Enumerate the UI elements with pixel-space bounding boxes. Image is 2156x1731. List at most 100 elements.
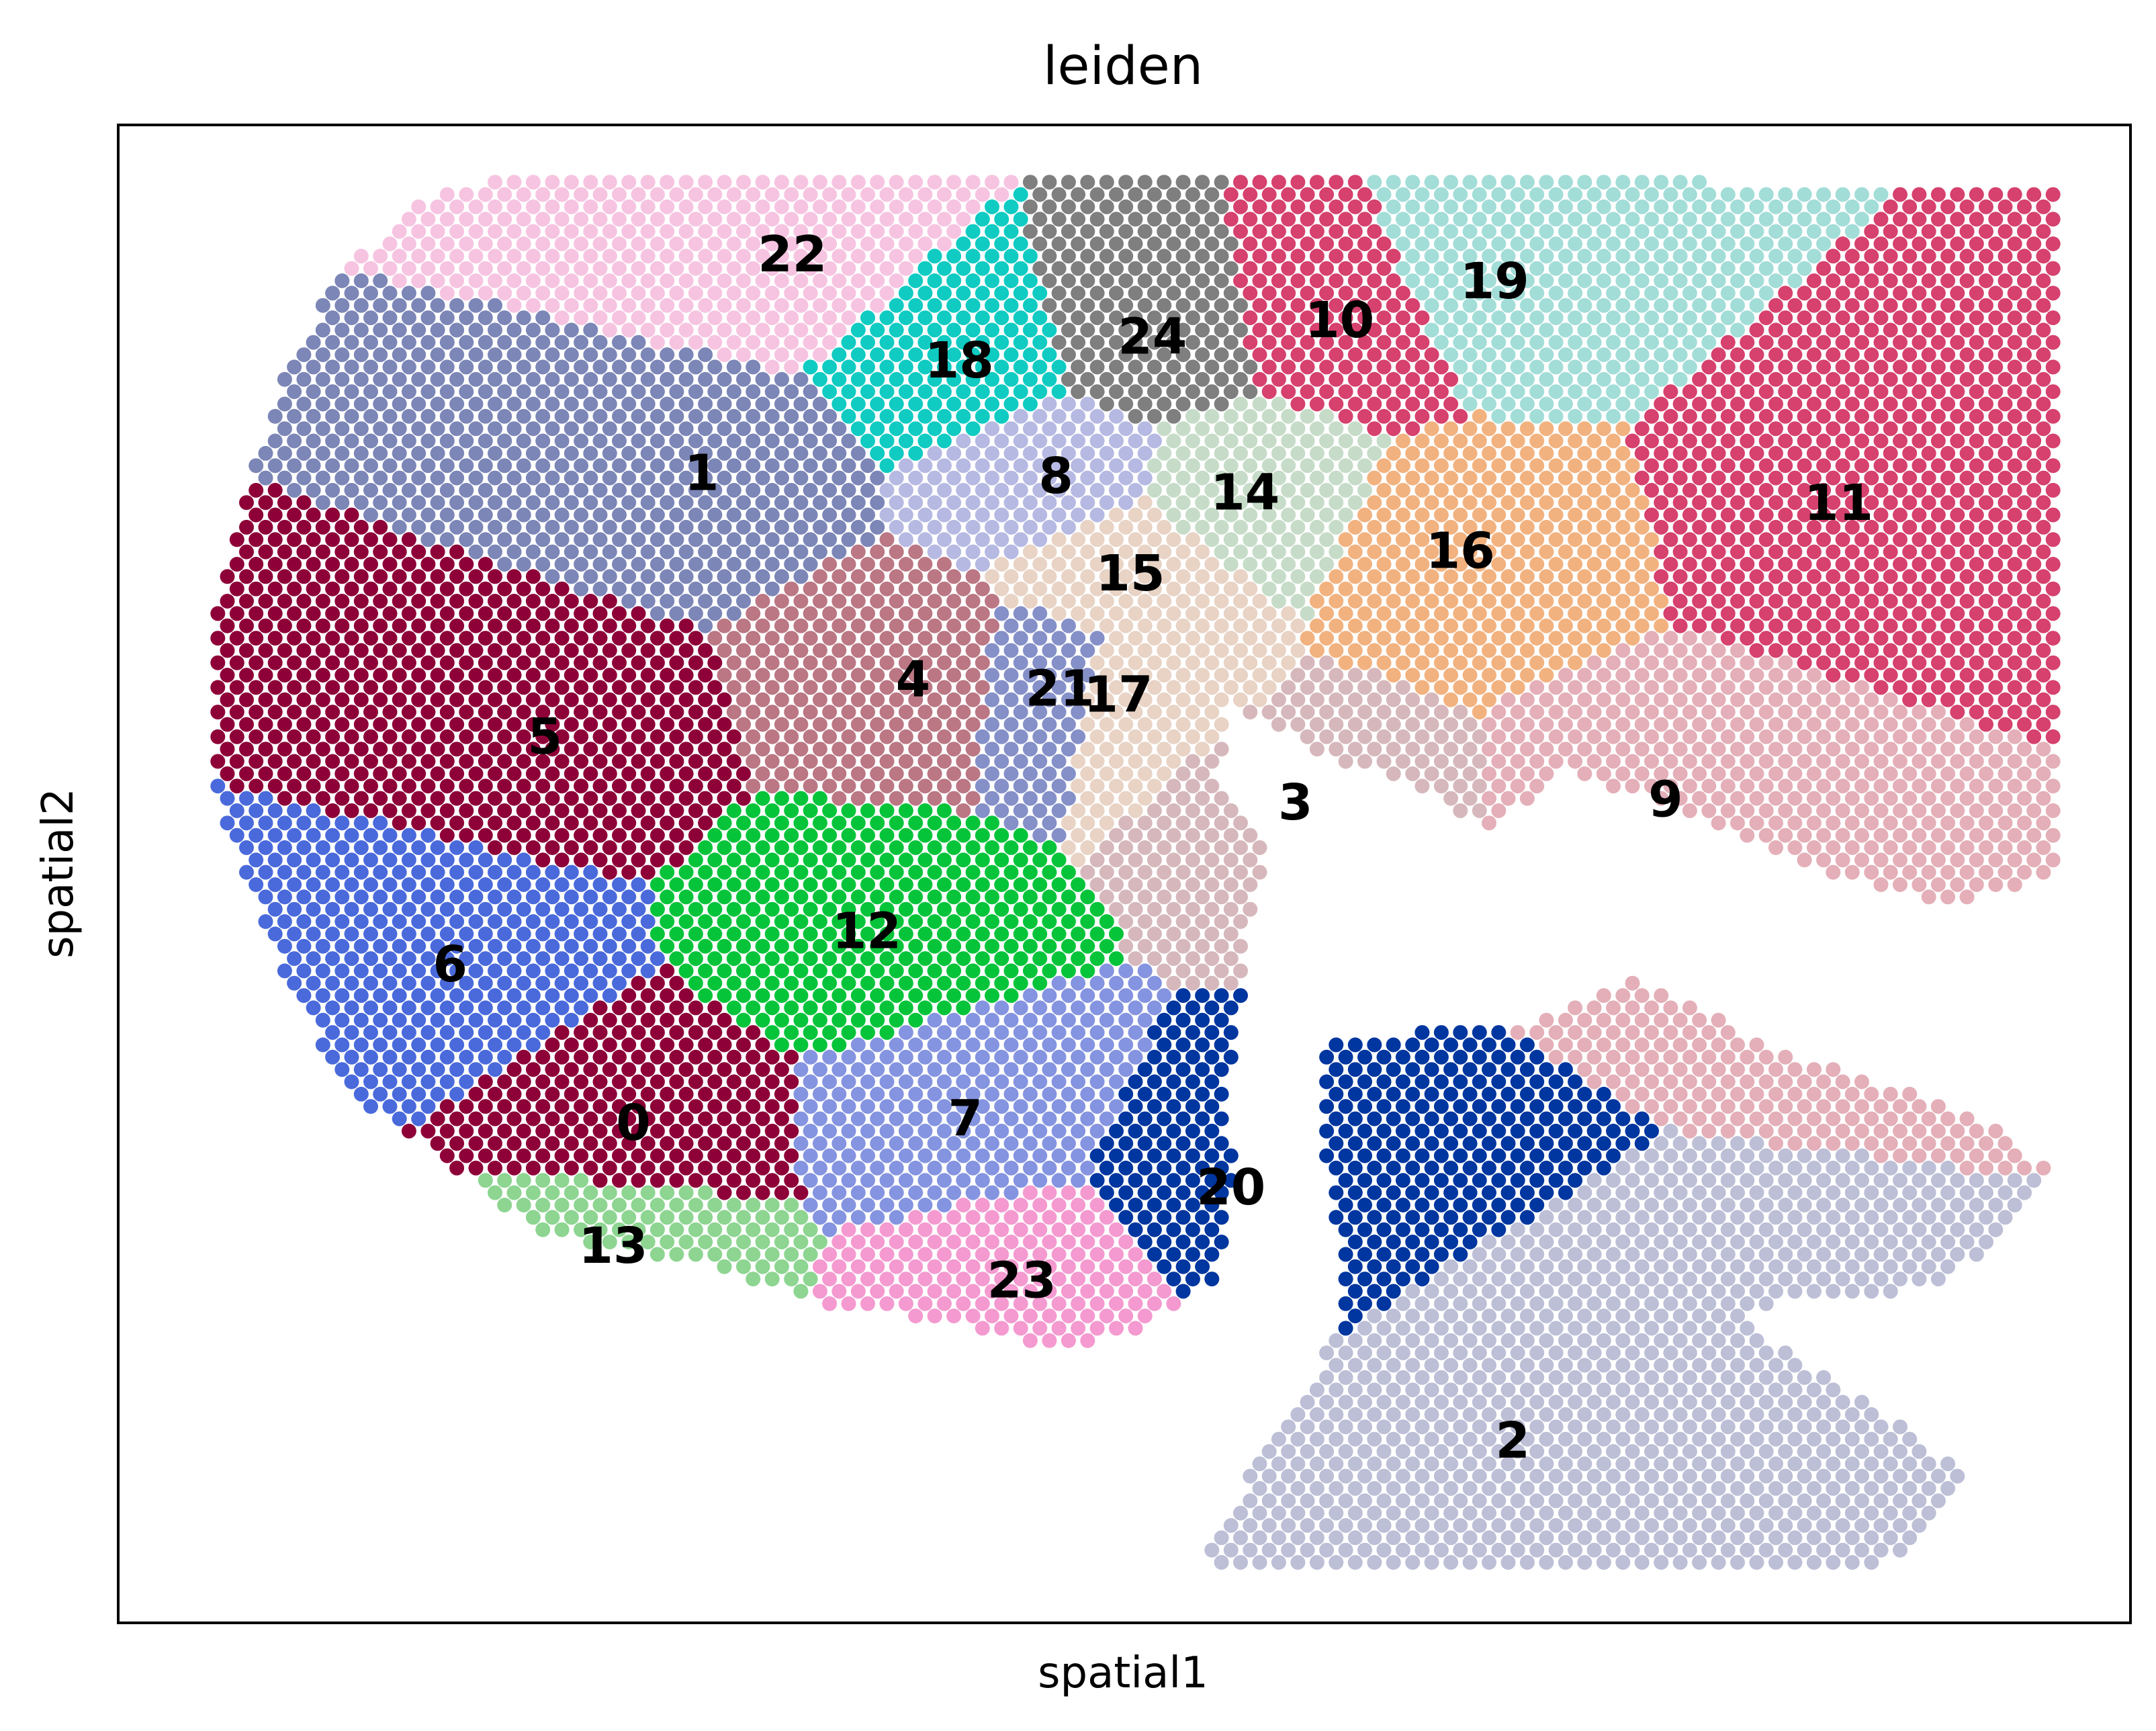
spot-cluster-10 — [1347, 249, 1363, 264]
spot-cluster-17 — [1175, 742, 1191, 757]
spot-cluster-4 — [746, 779, 761, 794]
spot-cluster-1 — [411, 347, 426, 363]
spot-cluster-10 — [1290, 371, 1306, 387]
spot-cluster-3 — [1414, 705, 1430, 720]
spot-cluster-9 — [1940, 840, 1956, 855]
spot-cluster-4 — [832, 692, 847, 707]
spot-cluster-1 — [334, 273, 350, 288]
spot-cluster-18 — [870, 371, 885, 387]
spot-cluster-1 — [640, 569, 656, 584]
spot-cluster-17 — [1109, 631, 1124, 646]
spot-cluster-4 — [975, 705, 990, 720]
spot-cluster-1 — [764, 557, 780, 572]
spot-cluster-3 — [1405, 692, 1421, 707]
spot-cluster-16 — [1634, 594, 1650, 609]
spot-cluster-21 — [1013, 606, 1028, 621]
spot-cluster-3 — [1433, 779, 1449, 794]
spot-cluster-16 — [1433, 557, 1449, 572]
spot-cluster-1 — [746, 384, 761, 400]
spot-cluster-11 — [1940, 445, 1956, 461]
spot-cluster-19 — [1615, 371, 1631, 387]
spot-cluster-11 — [1663, 482, 1678, 498]
spot-cluster-5 — [688, 631, 703, 646]
spot-cluster-1 — [678, 421, 694, 437]
spot-cluster-19 — [1740, 285, 1755, 301]
spot-cluster-19 — [1778, 212, 1793, 227]
spot-cluster-3 — [1329, 742, 1344, 757]
spot-cluster-24 — [1214, 322, 1229, 338]
spot-cluster-5 — [420, 779, 436, 794]
spot-cluster-1 — [707, 532, 723, 547]
spot-cluster-5 — [660, 766, 675, 781]
spot-cluster-11 — [1768, 396, 1783, 412]
spot-cluster-10 — [1281, 236, 1296, 251]
spot-cluster-24 — [1080, 347, 1095, 363]
spot-cluster-22 — [583, 199, 598, 214]
spot-cluster-3 — [1204, 779, 1220, 794]
spot-cluster-11 — [1959, 199, 1975, 214]
spot-cluster-11 — [1950, 408, 1965, 424]
spot-cluster-12 — [860, 828, 875, 843]
spot-cluster-1 — [420, 433, 436, 449]
spot-cluster-1 — [459, 408, 474, 424]
spot-cluster-24 — [1032, 187, 1048, 202]
spot-cluster-5 — [267, 557, 283, 572]
spot-cluster-5 — [678, 791, 694, 806]
spot-cluster-18 — [879, 433, 895, 449]
spot-cluster-10 — [1261, 285, 1277, 301]
spot-cluster-8 — [1118, 495, 1134, 511]
spot-cluster-8 — [1128, 482, 1143, 498]
spot-cluster-24 — [1185, 285, 1200, 301]
spot-cluster-11 — [2026, 433, 2042, 449]
spot-cluster-5 — [315, 618, 330, 633]
spot-cluster-16 — [1433, 507, 1449, 523]
spot-cluster-18 — [975, 261, 990, 276]
spot-cluster-15 — [1195, 618, 1210, 633]
spot-cluster-10 — [1233, 199, 1248, 214]
spot-cluster-1 — [602, 470, 617, 486]
spot-cluster-9 — [2007, 729, 2022, 744]
spot-cluster-5 — [325, 507, 341, 523]
spot-cluster-11 — [1634, 445, 1650, 461]
spot-cluster-22 — [688, 285, 703, 301]
spot-cluster-16 — [1539, 618, 1554, 633]
spot-cluster-5 — [315, 766, 330, 781]
spot-cluster-16 — [1577, 495, 1592, 511]
spot-cluster-19 — [1797, 187, 1812, 202]
spot-cluster-10 — [1329, 371, 1344, 387]
spot-cluster-5 — [401, 581, 416, 596]
spot-cluster-5 — [267, 779, 283, 794]
spot-cluster-3 — [1329, 692, 1344, 707]
spot-cluster-11 — [2026, 655, 2042, 670]
spot-cluster-1 — [870, 495, 885, 511]
spot-cluster-5 — [468, 569, 484, 584]
spot-cluster-1 — [784, 532, 799, 547]
spot-cluster-21 — [1051, 828, 1067, 843]
spot-cluster-21 — [1022, 766, 1038, 781]
spot-cluster-1 — [449, 519, 465, 535]
spot-cluster-21 — [994, 803, 1009, 818]
spot-cluster-18 — [898, 384, 913, 400]
spot-cluster-1 — [506, 544, 522, 560]
spot-cluster-5 — [334, 766, 350, 781]
spot-cluster-11 — [1663, 557, 1678, 572]
spot-cluster-6 — [382, 828, 398, 843]
spot-cluster-5 — [373, 519, 388, 535]
spot-cluster-19 — [1414, 261, 1430, 276]
spot-cluster-5 — [430, 668, 445, 683]
spot-cluster-5 — [420, 754, 436, 769]
spot-cluster-11 — [2017, 470, 2032, 486]
spot-cluster-6 — [478, 852, 493, 868]
spot-cluster-9 — [1558, 742, 1573, 757]
spot-cluster-5 — [210, 680, 226, 695]
spot-cluster-19 — [1453, 384, 1468, 400]
spot-cluster-24 — [1118, 249, 1134, 264]
spot-cluster-16 — [1309, 643, 1324, 658]
spot-cluster-11 — [1883, 495, 1898, 511]
spot-cluster-14 — [1338, 458, 1353, 474]
spot-cluster-4 — [784, 680, 799, 695]
spot-cluster-19 — [1787, 199, 1803, 214]
spot-cluster-19 — [1730, 273, 1745, 288]
spot-cluster-17 — [1157, 766, 1172, 781]
spot-cluster-1 — [822, 408, 838, 424]
